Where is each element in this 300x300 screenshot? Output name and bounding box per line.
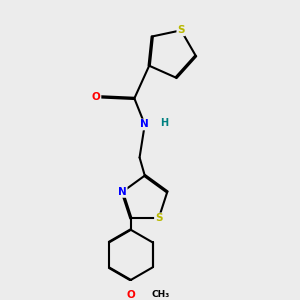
Text: O: O <box>127 290 135 299</box>
Text: H: H <box>160 118 168 128</box>
Text: N: N <box>118 187 127 197</box>
Text: O: O <box>92 92 100 102</box>
Text: N: N <box>140 119 149 130</box>
Text: S: S <box>177 25 185 35</box>
Text: S: S <box>155 213 162 224</box>
Text: CH₃: CH₃ <box>151 290 169 299</box>
